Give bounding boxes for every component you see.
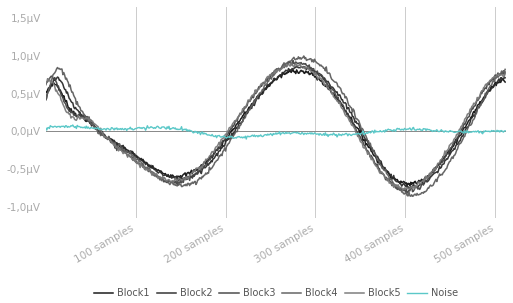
Block2 [293, 65, 300, 68]
Block2 [406, 186, 412, 190]
Block2 [455, 142, 461, 146]
Noise [196, 130, 203, 134]
Block4 [420, 191, 426, 195]
Block4 [108, 139, 114, 143]
Block3 [455, 135, 461, 139]
Line: Block1: Block1 [46, 70, 505, 186]
Block4 [301, 54, 307, 58]
Noise [43, 126, 49, 130]
Block4 [43, 98, 49, 101]
Block3 [108, 141, 114, 145]
Block4 [245, 109, 251, 113]
Block5 [195, 168, 202, 171]
Block5 [108, 141, 114, 144]
Block1 [420, 178, 426, 181]
Block1 [502, 80, 508, 84]
Block5 [245, 98, 251, 102]
Block1 [108, 137, 114, 141]
Block4 [52, 71, 58, 75]
Line: Block5: Block5 [46, 63, 505, 190]
Block3 [245, 100, 251, 103]
Noise [109, 126, 115, 130]
Block2 [195, 169, 202, 173]
Block1 [245, 107, 251, 111]
Block5 [52, 85, 58, 88]
Block1 [293, 68, 300, 72]
Block4 [502, 68, 508, 71]
Line: Noise: Noise [46, 125, 505, 139]
Block5 [502, 72, 508, 75]
Noise [70, 123, 76, 127]
Block4 [455, 147, 461, 151]
Noise [52, 125, 58, 128]
Block5 [288, 61, 294, 65]
Block4 [409, 195, 416, 198]
Noise [455, 130, 461, 134]
Block3 [404, 191, 410, 195]
Block2 [52, 78, 58, 82]
Line: Block4: Block4 [46, 56, 505, 196]
Block1 [407, 184, 413, 188]
Block5 [420, 178, 426, 182]
Block1 [195, 167, 202, 171]
Block1 [455, 138, 461, 141]
Block3 [420, 183, 426, 187]
Block3 [43, 83, 49, 87]
Block5 [455, 133, 461, 137]
Block2 [108, 138, 114, 142]
Block4 [195, 178, 202, 181]
Noise [502, 129, 508, 133]
Block2 [420, 182, 426, 185]
Legend: Block1, Block2, Block3, Block4, Block5, Noise: Block1, Block2, Block3, Block4, Block5, … [90, 284, 462, 302]
Block3 [52, 76, 58, 79]
Block1 [52, 83, 58, 86]
Noise [247, 135, 253, 138]
Block2 [245, 110, 251, 114]
Noise [243, 137, 249, 141]
Block5 [401, 188, 407, 191]
Noise [420, 127, 426, 130]
Block1 [43, 90, 49, 94]
Block2 [502, 76, 508, 80]
Line: Block2: Block2 [46, 66, 505, 188]
Block3 [195, 171, 202, 174]
Block5 [43, 81, 49, 85]
Block3 [290, 59, 296, 62]
Line: Block3: Block3 [46, 61, 505, 193]
Block2 [43, 98, 49, 102]
Block3 [502, 70, 508, 74]
